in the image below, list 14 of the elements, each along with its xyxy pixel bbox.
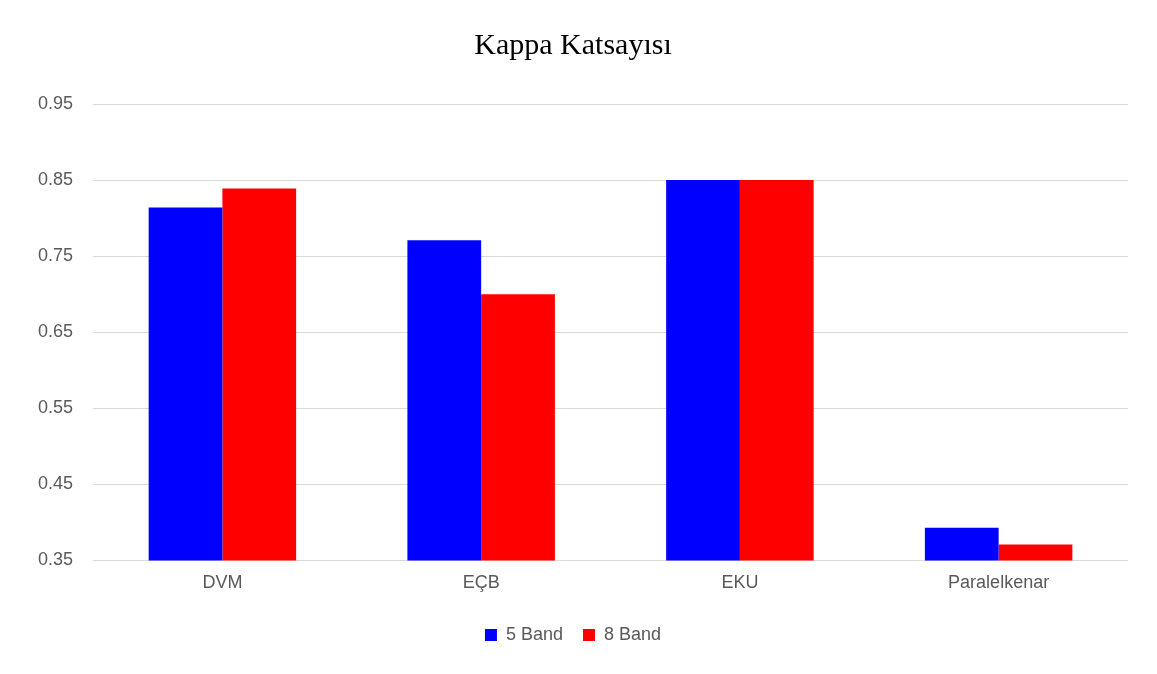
y-tick-label: 0.55 xyxy=(37,397,74,418)
legend-label: 8 Band xyxy=(604,623,662,644)
y-tick-label: 0.45 xyxy=(37,473,74,494)
chart-title: Kappa Katsayısı xyxy=(474,26,672,60)
legend-label: 5 Band xyxy=(505,623,564,644)
y-tick-label: 0.75 xyxy=(37,245,74,266)
y-tick-label: 0.65 xyxy=(37,321,74,342)
x-tick-label: Paralelkenar xyxy=(948,572,1050,593)
x-tick-label: EKU xyxy=(721,572,759,593)
y-tick-label: 0.35 xyxy=(37,549,74,570)
x-tick-label: DVM xyxy=(202,572,243,593)
y-tick-label: 0.95 xyxy=(37,92,74,113)
x-tick-label: EÇB xyxy=(462,572,500,593)
y-tick-label: 0.85 xyxy=(37,169,74,190)
